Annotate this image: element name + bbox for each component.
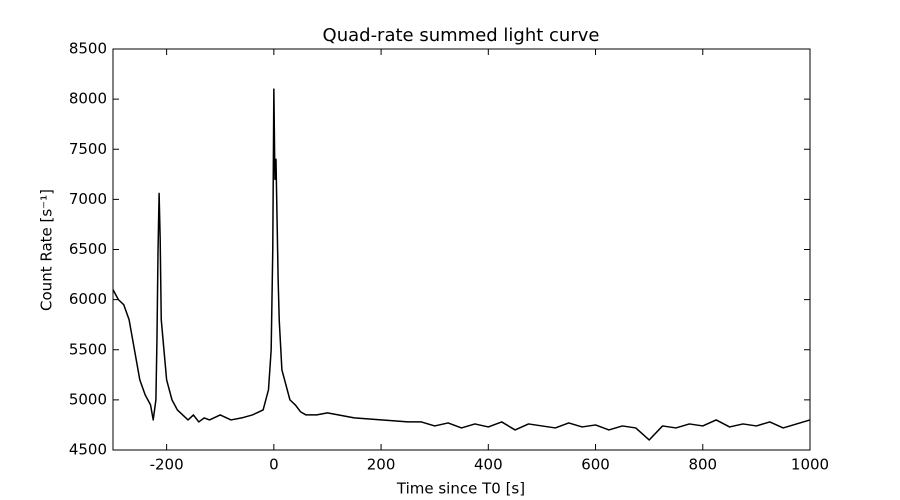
data-line: [112, 88, 811, 441]
x-tick-label: 1000: [791, 456, 829, 474]
x-tick-label: 0: [269, 456, 279, 474]
x-tick-label: 200: [367, 456, 396, 474]
x-tick-label: -200: [150, 456, 184, 474]
y-tick-label: 5500: [69, 340, 107, 358]
y-tick-label: 5000: [69, 390, 107, 408]
x-axis-label: Time since T0 [s]: [396, 480, 525, 498]
chart-title: Quad-rate summed light curve: [323, 25, 600, 46]
plot-frame: [112, 48, 811, 451]
x-tick-label: 400: [474, 456, 503, 474]
x-tick-label: 600: [581, 456, 610, 474]
y-axis-label: Count Rate [s⁻¹]: [38, 189, 56, 311]
y-tick-label: 8500: [69, 40, 107, 58]
y-tick-label: 7000: [69, 190, 107, 208]
x-tick-label: 800: [688, 456, 717, 474]
y-tick-label: 6000: [69, 290, 107, 308]
y-tick-label: 6500: [69, 240, 107, 258]
y-tick-label: 4500: [69, 441, 107, 459]
y-tick-label: 7500: [69, 140, 107, 158]
y-tick-label: 8000: [69, 90, 107, 108]
